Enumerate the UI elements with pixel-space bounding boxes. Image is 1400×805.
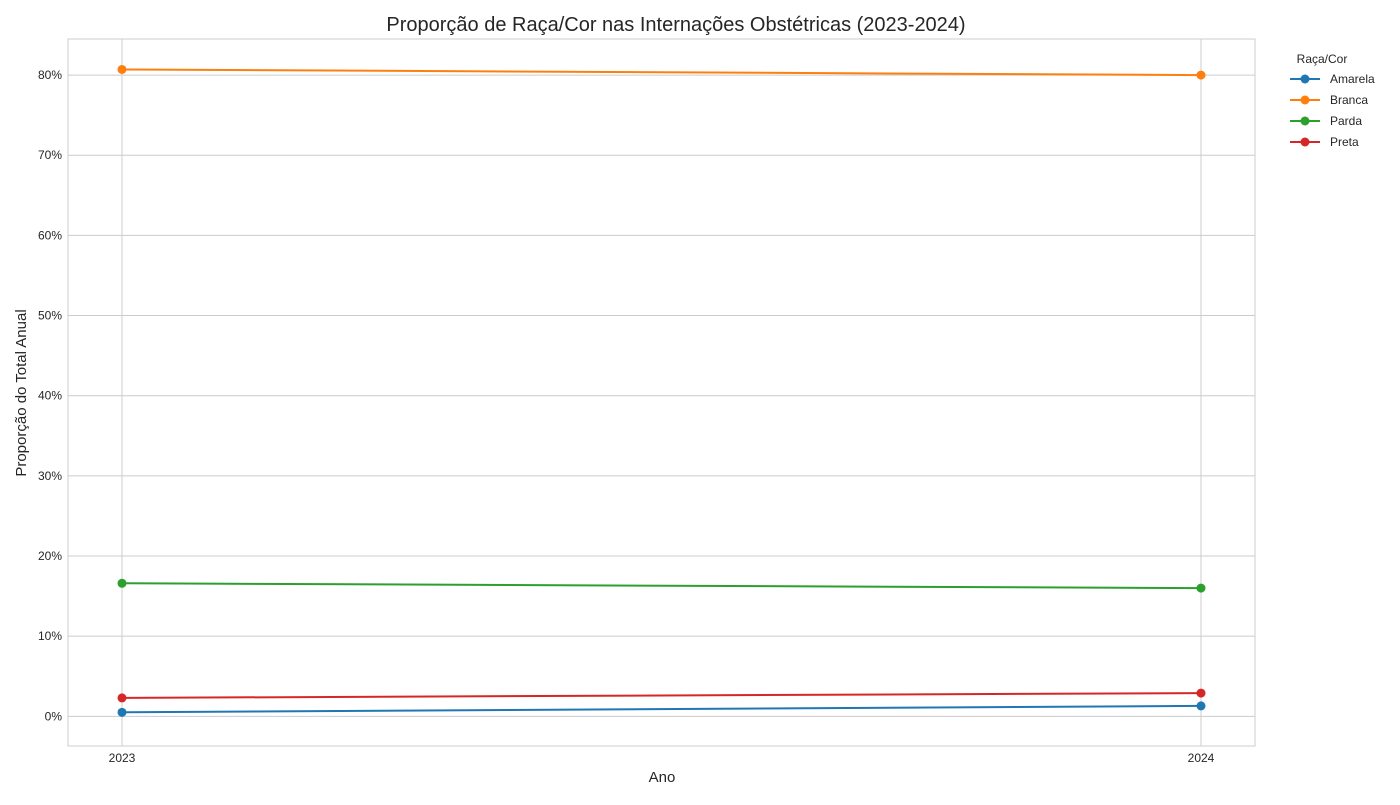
legend-title: Raça/Cor [1297,52,1348,66]
data-point [1196,70,1206,80]
legend-item-parda: Parda [1290,114,1362,128]
legend-label: Amarela [1330,72,1375,86]
series-line [121,68,1202,77]
series-line [121,582,1202,590]
y-tick-label: 80% [38,68,62,82]
series-line [121,692,1202,699]
x-axis-label: Ano [649,769,676,786]
series-preta [117,688,1206,703]
legend-marker [1300,116,1310,126]
y-tick-label: 40% [38,389,62,403]
series-amarela [117,701,1206,717]
series-parda [117,578,1206,593]
data-point [117,578,127,588]
data-point [1196,583,1206,593]
data-point [117,693,127,703]
x-tick-label: 2024 [1188,751,1215,765]
series-layer [117,64,1206,717]
data-point [1196,701,1206,711]
data-point [117,64,127,74]
legend-label: Preta [1330,135,1359,149]
legend-item-amarela: Amarela [1290,72,1375,86]
legend-item-preta: Preta [1290,135,1359,149]
legend-label: Branca [1330,93,1368,107]
legend: Raça/Cor Amarela Branca Parda Preta [1290,52,1375,149]
legend-item-branca: Branca [1290,93,1368,107]
grid-layer [68,39,1255,746]
y-tick-label: 20% [38,549,62,563]
tick-layer: 0% 10% 20% 30% 40% 50% 60% 70% 80% 2023 2024 [38,68,1215,765]
y-tick-label: 10% [38,629,62,643]
plot-frame [67,38,1256,747]
series-line [121,704,1202,714]
series-branca [117,64,1206,80]
y-tick-label: 0% [45,709,63,723]
y-tick-label: 50% [38,309,62,323]
y-tick-label: 30% [38,469,62,483]
chart-title: Proporção de Raça/Cor nas Internações Ob… [386,14,965,36]
legend-marker [1300,95,1310,105]
legend-items: Amarela Branca Parda Preta [1290,72,1375,149]
y-axis-label: Proporção do Total Anual [13,309,30,476]
data-point [117,707,127,717]
legend-marker [1300,137,1310,147]
legend-label: Parda [1330,114,1362,128]
y-tick-label: 70% [38,148,62,162]
y-tick-label: 60% [38,228,62,242]
x-tick-label: 2023 [109,751,136,765]
data-point [1196,688,1206,698]
legend-marker [1300,74,1310,84]
